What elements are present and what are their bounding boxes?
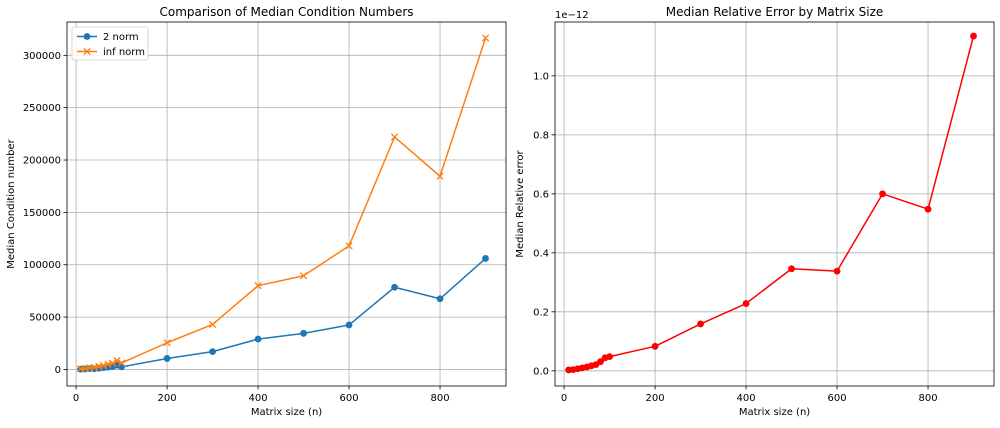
data-point: [606, 353, 613, 361]
y-tick-label: 0.2: [533, 307, 549, 318]
y-tick-label: 300000: [23, 51, 61, 62]
y-tick-label: 0.8: [533, 130, 549, 141]
data-point: [299, 272, 308, 280]
data-point: [208, 320, 217, 329]
data-point: [436, 295, 444, 303]
plot-frame: [66, 21, 507, 387]
data-point: [481, 34, 490, 42]
x-tick-label: 200: [158, 393, 177, 404]
y-tick-label: 200000: [23, 156, 61, 167]
data-point: [924, 205, 932, 213]
data-point: [970, 32, 977, 40]
data-point: [651, 342, 659, 350]
data-point: [833, 267, 841, 275]
grid: [555, 22, 994, 386]
data-point: [391, 283, 398, 291]
data-point: [113, 356, 121, 365]
x-tick-label: 600: [340, 393, 359, 404]
x-tick-label: 400: [249, 393, 268, 404]
data-point: [436, 172, 444, 180]
plot-frame: [554, 21, 995, 387]
data-point: [879, 190, 886, 198]
data-point: [163, 355, 171, 362]
data-point: [117, 359, 126, 367]
data-point: [345, 321, 353, 329]
data-point: [108, 359, 117, 367]
x-tick-label: 200: [646, 393, 665, 404]
data-point: [788, 265, 795, 273]
x-tick-label: 800: [430, 393, 449, 404]
data-point: [99, 361, 108, 370]
data-point: [697, 320, 704, 328]
data-point: [345, 242, 353, 250]
x-axis-label: Matrix size (n): [739, 407, 810, 418]
y-tick-label: 0: [55, 365, 61, 376]
y-tick-label: 0.4: [533, 248, 549, 259]
legend: 2 norm inf norm: [71, 26, 149, 61]
legend-marker: [83, 47, 91, 56]
grid: [67, 22, 506, 386]
data-point: [597, 358, 604, 366]
y-tick-label: 100000: [23, 260, 61, 271]
y-tick-label: 250000: [23, 103, 61, 114]
chart-title: Median Relative Error by Matrix Size: [666, 5, 884, 19]
y-tick-label: 50000: [29, 313, 61, 324]
x-axis-label: Matrix size (n): [251, 407, 322, 418]
x-tick-label: 0: [73, 393, 79, 404]
data-point: [742, 300, 750, 307]
y-tick-label: 0.0: [533, 366, 549, 377]
data-point: [254, 282, 262, 290]
y-tick-label: 1.0: [533, 71, 549, 82]
x-tick-label: 0: [561, 393, 567, 404]
condition-number-chart: 0 200 400 600 800 0 50000 100000 150000 200000 250…: [6, 5, 507, 418]
legend-label: 2 norm: [103, 32, 139, 43]
data-point: [300, 329, 307, 337]
data-point: [209, 348, 216, 356]
x-tick-label: 800: [918, 393, 937, 404]
y-tick-label: 150000: [23, 208, 61, 219]
data-point: [254, 335, 262, 343]
x-tick-label: 400: [737, 393, 756, 404]
data-point: [482, 255, 489, 262]
y-axis-label: Median Relative error: [515, 149, 526, 257]
x-tick-label: 600: [828, 393, 847, 404]
legend-marker: [83, 33, 91, 40]
chart-title: Comparison of Median Condition Numbers: [159, 5, 413, 19]
legend-label: inf norm: [103, 47, 145, 58]
y-axis-label: Median Condition number: [6, 138, 17, 268]
data-point: [163, 339, 171, 347]
data-point: [390, 133, 399, 141]
relative-error-chart: 0 200 400 600 800 0.0 0.2 0.4 0.6 0.8 1.0 Median Re…: [515, 5, 995, 418]
y-offset-label: 1e−12: [555, 10, 589, 21]
y-tick-label: 0.6: [533, 189, 549, 200]
